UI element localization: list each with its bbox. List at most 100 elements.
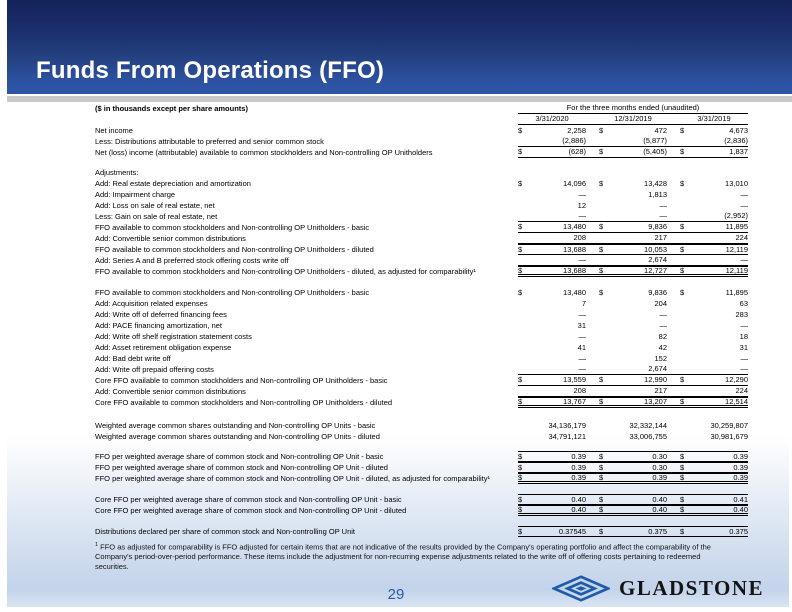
row-values: 7 204 63 [518, 298, 748, 309]
cell-value: 12,514 [725, 396, 748, 406]
cell-value: 9,836 [648, 287, 667, 297]
gladstone-logo: GLADSTONE [552, 575, 764, 602]
cell-value: 0.39 [571, 472, 586, 482]
cell-value: 41 [577, 342, 586, 352]
row-values: $0.39 $0.30 $0.39 [518, 451, 748, 462]
dollar-sign: $ [518, 287, 523, 297]
value-cell: (2,836) [680, 137, 748, 145]
header-band: Funds From Operations (FFO) [7, 0, 792, 94]
cell-value: 13,559 [563, 375, 586, 385]
row-label: Net income [95, 125, 133, 135]
cell-value: 208 [573, 386, 586, 396]
header-divider [7, 96, 792, 102]
value-cell: 31 [680, 344, 748, 352]
row-values: $2,258 $472 $4,673 [518, 125, 748, 136]
value-cell: $13,688 [518, 267, 586, 275]
cell-value: 283 [735, 309, 748, 319]
table-spacer [95, 442, 748, 451]
column-header: 3/31/2020 [535, 114, 569, 124]
cell-value: 13,480 [563, 287, 586, 297]
value-cell: $0.39 [518, 474, 586, 482]
value-cell: — [680, 256, 749, 264]
table-row: Weighted average common shares outstandi… [95, 420, 748, 431]
value-cell: $14,096 [518, 180, 586, 188]
cell-value: 224 [735, 233, 748, 243]
cell-value: 7 [581, 298, 586, 308]
row-label: Add: Write off prepaid offering costs [95, 364, 214, 374]
row-values: — 1,813 — [518, 189, 749, 200]
row-values: — — (2,952) [518, 211, 748, 222]
cell-value: 1,837 [729, 147, 748, 157]
table-row: Net (loss) income (attributable) availab… [95, 147, 748, 158]
row-label: Distributions declared per share of comm… [95, 526, 355, 536]
value-cell: 42 [599, 344, 667, 352]
cell-value: 34,791,121 [548, 431, 586, 441]
value-cell: $12,514 [680, 398, 748, 406]
table-row: Add: Impairment charge — 1,813 — [95, 189, 748, 200]
cell-value: 33,006,755 [629, 431, 667, 441]
cell-value: — [740, 320, 749, 330]
table-row: Core FFO per weighted average share of c… [95, 494, 748, 505]
value-cell: $0.375 [599, 528, 667, 536]
value-cell: $12,119 [680, 246, 748, 254]
page-title: Funds From Operations (FFO) [36, 57, 385, 84]
row-label: FFO available to common stockholders and… [95, 222, 370, 232]
value-cell: $0.30 [599, 464, 667, 472]
dollar-sign: $ [518, 494, 523, 504]
cell-value: (2,886) [562, 136, 586, 146]
value-cell: — [680, 191, 749, 199]
row-label: Add: Convertible senior common distribut… [95, 233, 246, 243]
row-values: — 2,674 — [518, 255, 748, 266]
row-label: Add: Convertible senior common distribut… [95, 386, 246, 396]
cell-value: — [740, 364, 749, 374]
cell-value: 12,119 [725, 244, 748, 254]
cell-value: 30,981,679 [710, 431, 748, 441]
cell-value: — [578, 189, 587, 199]
value-cell: $0.40 [599, 506, 667, 514]
value-cell: — [599, 322, 668, 330]
cell-value: 31 [739, 342, 748, 352]
value-cell: 152 [599, 355, 667, 363]
cell-value: 31 [577, 320, 586, 330]
dollar-sign: $ [599, 526, 604, 536]
cell-value: 0.39 [733, 462, 748, 472]
value-cell: — [518, 212, 587, 220]
cell-value: 2,258 [567, 125, 586, 135]
table-row: Core FFO available to common stockholder… [95, 397, 748, 408]
value-cell: $11,895 [680, 223, 748, 231]
table-spacer [95, 277, 748, 287]
cell-value: 0.39 [571, 462, 586, 472]
row-label: Less: Gain on sale of real estate, net [95, 211, 218, 221]
bottom-gradient [7, 435, 789, 607]
cell-value: — [659, 309, 668, 319]
cell-value: — [740, 200, 749, 210]
cell-value: 204 [654, 298, 667, 308]
cell-value: 13,688 [563, 265, 586, 275]
value-cell: — [518, 311, 587, 319]
row-label: FFO available to common stockholders and… [95, 266, 476, 276]
cell-value: — [578, 353, 587, 363]
row-values: 208 217 224 [518, 233, 748, 244]
units-note: ($ in thousands except per share amounts… [95, 103, 248, 113]
row-label: FFO available to common stockholders and… [95, 287, 370, 297]
value-cell: (5,877) [599, 137, 667, 145]
value-cell: $12,290 [680, 376, 748, 384]
value-cell: 1,813 [599, 191, 667, 199]
dollar-sign: $ [599, 451, 604, 461]
table-header-row: ($ in thousands except per share amounts… [95, 103, 748, 114]
cell-value: 13,767 [563, 396, 586, 406]
row-label: Core FFO available to common stockholder… [95, 397, 393, 407]
table-row: Core FFO per weighted average share of c… [95, 505, 748, 516]
dollar-sign: $ [599, 494, 604, 504]
row-values: 34,136,179 32,332,144 30,259,807 [518, 420, 748, 431]
cell-value: 0.375 [729, 526, 748, 536]
table-row: FFO per weighted average share of common… [95, 473, 748, 484]
cell-value: (5,405) [643, 147, 667, 157]
table-spacer [95, 158, 748, 167]
row-values: $0.40 $0.40 $0.40 [518, 505, 748, 516]
value-cell: (2,952) [680, 212, 748, 220]
row-values: $13,688 $10,053 $12,119 [518, 244, 748, 255]
dollar-sign: $ [599, 504, 604, 514]
value-cell: $0.39 [680, 464, 748, 472]
